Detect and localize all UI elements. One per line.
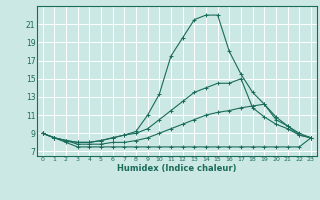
X-axis label: Humidex (Indice chaleur): Humidex (Indice chaleur) xyxy=(117,164,236,173)
